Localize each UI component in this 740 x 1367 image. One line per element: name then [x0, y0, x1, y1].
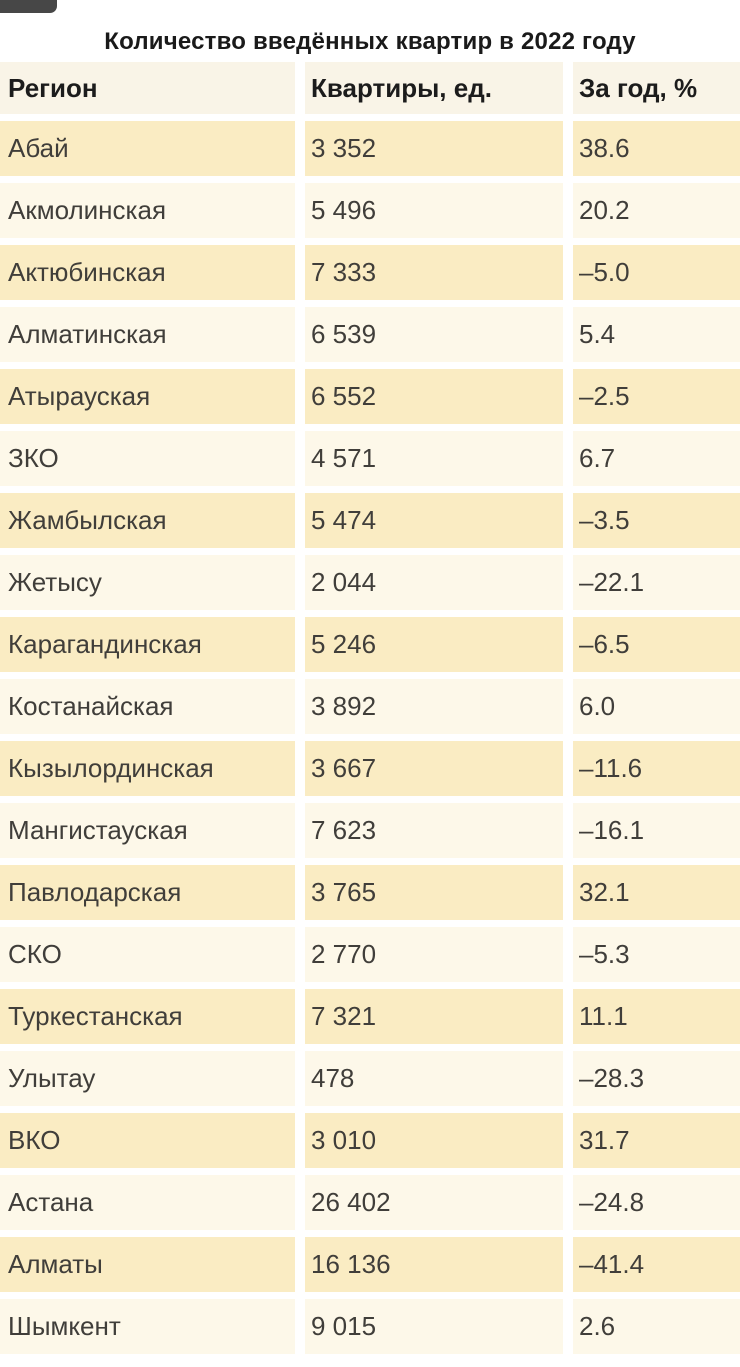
- cell-apartments: 6 552: [305, 369, 563, 424]
- cell-region: Кызылординская: [0, 741, 295, 796]
- table-body: Абай 3 352 38.6 Акмолинская 5 496 20.2 Актюбин…: [0, 121, 740, 1354]
- cell-region: Акмолинская: [0, 183, 295, 238]
- cell-yoy: –41.4: [573, 1237, 740, 1292]
- cell-region: Абай: [0, 121, 295, 176]
- cell-yoy: 2.6: [573, 1299, 740, 1354]
- cell-apartments: 5 496: [305, 183, 563, 238]
- cell-apartments: 26 402: [305, 1175, 563, 1230]
- cell-yoy: –16.1: [573, 803, 740, 858]
- table-row: Алматинская 6 539 5.4: [0, 307, 740, 362]
- cell-yoy: –11.6: [573, 741, 740, 796]
- table-row: Мангистауская 7 623 –16.1: [0, 803, 740, 858]
- cell-yoy: –24.8: [573, 1175, 740, 1230]
- table-row: Актюбинская 7 333 –5.0: [0, 245, 740, 300]
- cell-apartments: 3 765: [305, 865, 563, 920]
- cell-region: Карагандинская: [0, 617, 295, 672]
- cropped-dark-element: [0, 0, 57, 13]
- cell-apartments: 16 136: [305, 1237, 563, 1292]
- cell-region: Улытау: [0, 1051, 295, 1106]
- cell-yoy: 6.0: [573, 679, 740, 734]
- table-row: Алматы 16 136 –41.4: [0, 1237, 740, 1292]
- cell-yoy: –22.1: [573, 555, 740, 610]
- cell-region: Актюбинская: [0, 245, 295, 300]
- table-row: Павлодарская 3 765 32.1: [0, 865, 740, 920]
- cell-apartments: 9 015: [305, 1299, 563, 1354]
- title-bar: Количество введённых квартир в 2022 году: [0, 0, 740, 62]
- cell-yoy: –5.3: [573, 927, 740, 982]
- table-row: Кызылординская 3 667 –11.6: [0, 741, 740, 796]
- cell-region: ВКО: [0, 1113, 295, 1168]
- cell-yoy: 6.7: [573, 431, 740, 486]
- cell-region: ЗКО: [0, 431, 295, 486]
- cell-apartments: 7 321: [305, 989, 563, 1044]
- column-header-yoy: За год, %: [573, 62, 740, 114]
- page-title: Количество введённых квартир в 2022 году: [104, 28, 636, 55]
- cell-region: Туркестанская: [0, 989, 295, 1044]
- table-row: СКО 2 770 –5.3: [0, 927, 740, 982]
- cell-yoy: 11.1: [573, 989, 740, 1044]
- table-row: Жамбылская 5 474 –3.5: [0, 493, 740, 548]
- cell-region: Алматы: [0, 1237, 295, 1292]
- cell-yoy: 32.1: [573, 865, 740, 920]
- cell-yoy: –6.5: [573, 617, 740, 672]
- table-row: Шымкент 9 015 2.6: [0, 1299, 740, 1354]
- cell-region: СКО: [0, 927, 295, 982]
- cell-region: Атырауская: [0, 369, 295, 424]
- cell-region: Шымкент: [0, 1299, 295, 1354]
- column-header-apartments: Квартиры, ед.: [305, 62, 563, 114]
- table-row: Улытау 478 –28.3: [0, 1051, 740, 1106]
- cell-yoy: –5.0: [573, 245, 740, 300]
- cell-yoy: 5.4: [573, 307, 740, 362]
- table-row: Астана 26 402 –24.8: [0, 1175, 740, 1230]
- cell-apartments: 5 474: [305, 493, 563, 548]
- table-row: Атырауская 6 552 –2.5: [0, 369, 740, 424]
- table-row: ЗКО 4 571 6.7: [0, 431, 740, 486]
- cell-yoy: 38.6: [573, 121, 740, 176]
- cell-yoy: –28.3: [573, 1051, 740, 1106]
- cell-apartments: 3 892: [305, 679, 563, 734]
- cell-yoy: 20.2: [573, 183, 740, 238]
- table-row: Костанайская 3 892 6.0: [0, 679, 740, 734]
- table-header-row: Регион Квартиры, ед. За год, %: [0, 62, 740, 114]
- cell-apartments: 6 539: [305, 307, 563, 362]
- table-row: Туркестанская 7 321 11.1: [0, 989, 740, 1044]
- column-header-region: Регион: [0, 62, 295, 114]
- table-row: Жетысу 2 044 –22.1: [0, 555, 740, 610]
- cell-apartments: 3 667: [305, 741, 563, 796]
- cell-apartments: 3 010: [305, 1113, 563, 1168]
- cell-apartments: 7 623: [305, 803, 563, 858]
- cell-region: Павлодарская: [0, 865, 295, 920]
- cell-apartments: 7 333: [305, 245, 563, 300]
- cell-yoy: –3.5: [573, 493, 740, 548]
- table-row: Карагандинская 5 246 –6.5: [0, 617, 740, 672]
- cell-apartments: 5 246: [305, 617, 563, 672]
- cell-yoy: –2.5: [573, 369, 740, 424]
- cell-apartments: 2 044: [305, 555, 563, 610]
- table-row: Акмолинская 5 496 20.2: [0, 183, 740, 238]
- cell-apartments: 2 770: [305, 927, 563, 982]
- cell-region: Костанайская: [0, 679, 295, 734]
- cell-yoy: 31.7: [573, 1113, 740, 1168]
- cell-region: Мангистауская: [0, 803, 295, 858]
- table-row: ВКО 3 010 31.7: [0, 1113, 740, 1168]
- cell-region: Жетысу: [0, 555, 295, 610]
- table-row: Абай 3 352 38.6: [0, 121, 740, 176]
- cell-apartments: 4 571: [305, 431, 563, 486]
- cell-region: Астана: [0, 1175, 295, 1230]
- cell-region: Жамбылская: [0, 493, 295, 548]
- cell-region: Алматинская: [0, 307, 295, 362]
- cell-apartments: 3 352: [305, 121, 563, 176]
- cell-apartments: 478: [305, 1051, 563, 1106]
